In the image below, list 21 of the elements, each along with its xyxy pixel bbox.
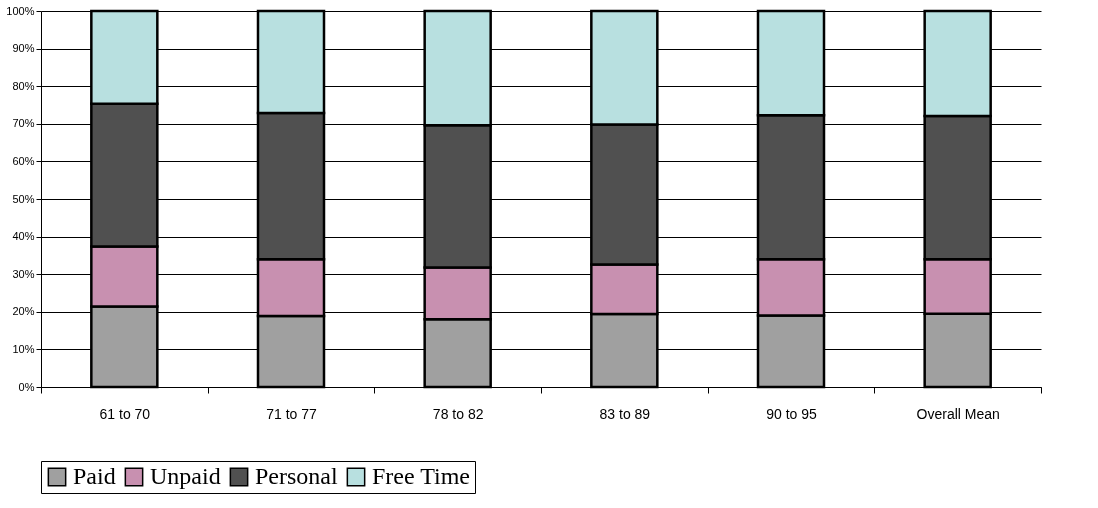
legend-label: Personal	[255, 463, 338, 489]
x-tick-label: 61 to 70	[99, 405, 151, 422]
x-tick-label: Overall Mean	[916, 405, 1000, 422]
y-tick-label: 80%	[12, 79, 35, 92]
x-tick-label: 71 to 77	[266, 405, 318, 422]
y-tick-label: 20%	[12, 305, 35, 318]
y-tick-label: 30%	[12, 267, 35, 280]
y-tick-label: 40%	[12, 230, 35, 243]
y-tick-label: 70%	[12, 117, 35, 130]
y-tick-label: 50%	[12, 192, 35, 205]
legend-label: Unpaid	[150, 463, 221, 489]
legend-label: Free Time	[372, 463, 471, 489]
legend-label: Paid	[73, 463, 116, 489]
y-tick-label: 60%	[12, 154, 35, 167]
x-tick-label: 78 to 82	[432, 405, 484, 422]
y-tick-label: 90%	[12, 42, 35, 55]
y-tick-label: 0%	[18, 380, 35, 393]
y-tick-label: 10%	[12, 342, 35, 355]
x-tick-label: 90 to 95	[766, 405, 818, 422]
x-tick-label: 83 to 89	[599, 405, 651, 422]
y-tick-label: 100%	[6, 4, 35, 17]
